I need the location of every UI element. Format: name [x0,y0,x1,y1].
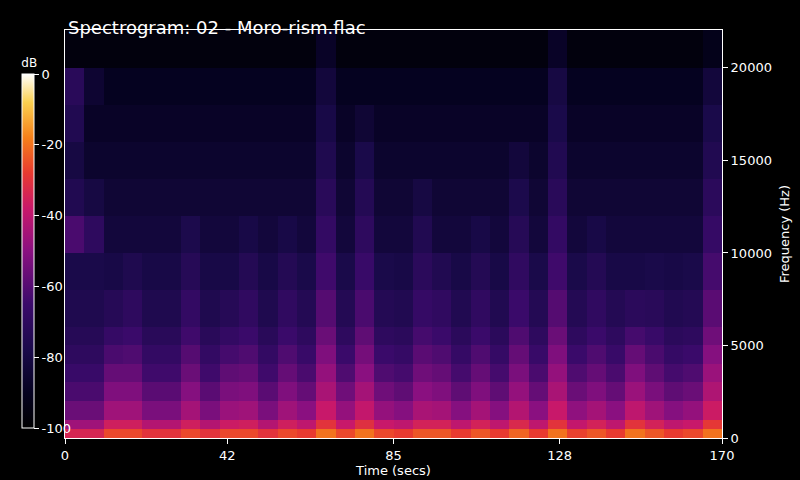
svg-text:15000: 15000 [731,153,772,168]
svg-text:-40: -40 [42,208,63,223]
svg-text:85: 85 [385,448,402,463]
svg-text:-20: -20 [42,137,63,152]
svg-text:170: 170 [710,448,735,463]
svg-text:-100: -100 [42,421,72,436]
svg-text:-60: -60 [42,279,63,294]
svg-text:10000: 10000 [731,246,772,261]
svg-text:42: 42 [219,448,236,463]
svg-text:Spectrogram: 02 - Moro-rism.fl: Spectrogram: 02 - Moro-rism.flac [68,17,366,38]
svg-text:0: 0 [61,448,69,463]
svg-text:0: 0 [731,431,739,446]
svg-text:dB: dB [21,56,37,70]
svg-text:20000: 20000 [731,60,772,75]
svg-text:Frequency (Hz): Frequency (Hz) [777,185,792,283]
svg-text:Time (secs): Time (secs) [355,463,431,478]
svg-text:0: 0 [42,67,50,82]
svg-text:5000: 5000 [731,338,764,353]
svg-text:-80: -80 [42,350,63,365]
svg-text:128: 128 [547,448,572,463]
